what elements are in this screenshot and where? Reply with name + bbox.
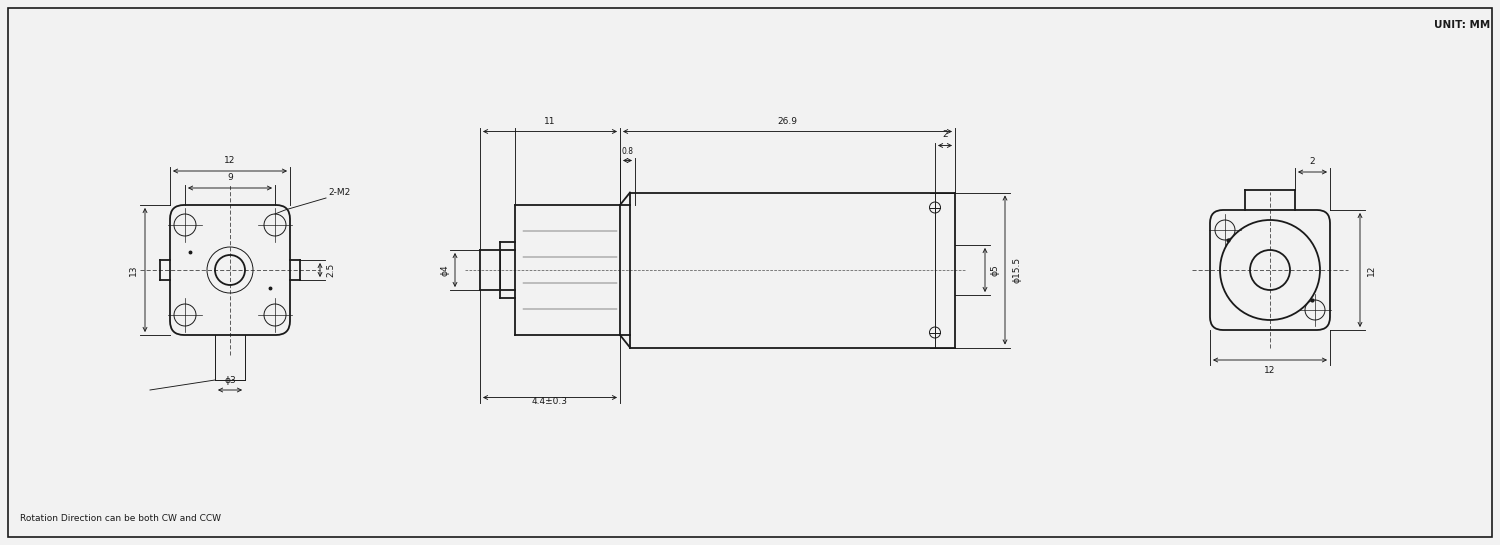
Text: 2: 2 [1310, 157, 1316, 166]
Text: 12: 12 [225, 156, 236, 165]
Text: UNIT: MM: UNIT: MM [1434, 20, 1490, 30]
Text: ϕ5: ϕ5 [992, 264, 1000, 276]
Text: 26.9: 26.9 [777, 117, 798, 125]
Text: 11: 11 [544, 117, 555, 125]
Text: 4.4±0.3: 4.4±0.3 [532, 397, 568, 405]
Text: ϕ3: ϕ3 [224, 376, 236, 385]
Text: 2-M2: 2-M2 [328, 188, 350, 197]
Text: ϕ4: ϕ4 [440, 264, 448, 276]
Text: 12: 12 [1264, 366, 1275, 375]
Text: 2: 2 [942, 130, 948, 140]
Text: 2.5: 2.5 [326, 263, 334, 277]
Text: 0.8: 0.8 [621, 148, 633, 156]
Text: ϕ15.5: ϕ15.5 [1013, 257, 1022, 283]
Text: 13: 13 [129, 264, 138, 276]
Text: 12: 12 [1366, 264, 1376, 276]
Text: Rotation Direction can be both CW and CCW: Rotation Direction can be both CW and CC… [20, 514, 220, 523]
Text: 9: 9 [226, 173, 232, 182]
